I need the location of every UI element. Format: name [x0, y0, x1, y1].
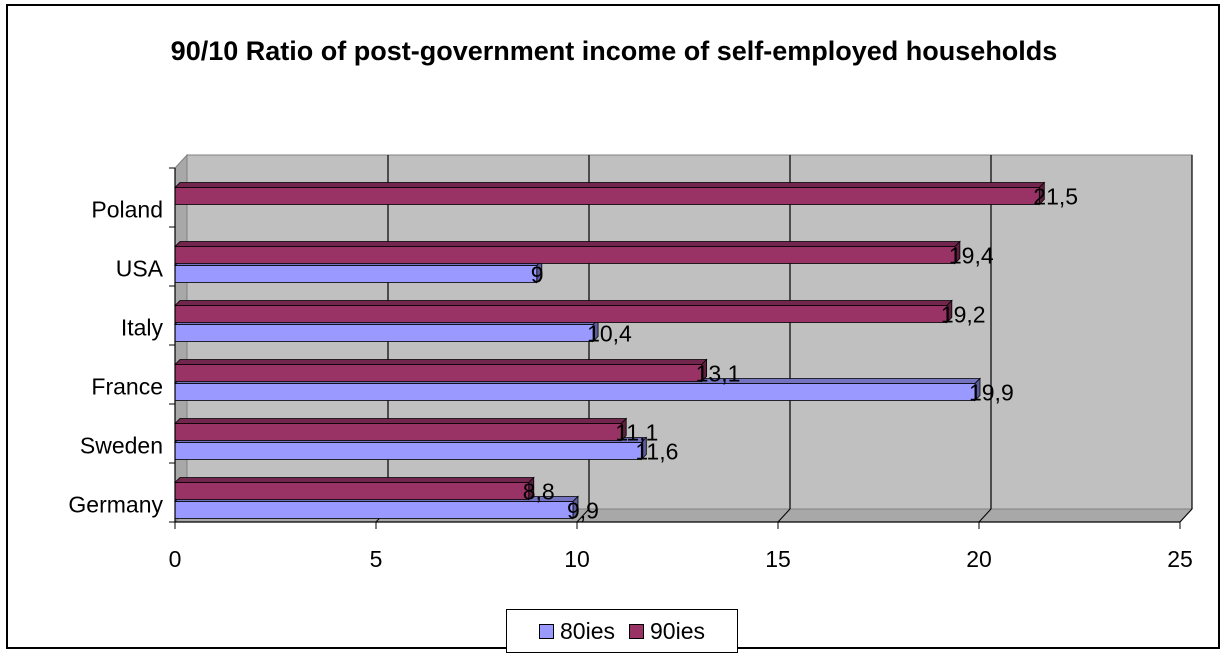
data-label: 19,2	[941, 302, 986, 328]
legend-swatch	[539, 623, 555, 639]
data-label: 19,9	[969, 380, 1014, 406]
bar	[174, 246, 956, 264]
floor-grid-line	[978, 508, 992, 523]
data-label: 11,1	[615, 420, 658, 446]
category-label: Poland	[91, 197, 163, 223]
bar	[174, 482, 530, 500]
bar	[174, 364, 703, 382]
data-label: 11,6	[635, 439, 678, 465]
data-label: 10,4	[587, 321, 632, 347]
data-label: 13,1	[696, 361, 741, 387]
x-tick-label: 15	[765, 546, 791, 572]
bar-top	[174, 241, 961, 247]
bar	[174, 324, 594, 342]
bar	[174, 187, 1040, 205]
x-tick-label: 5	[370, 546, 383, 572]
chart-title: 90/10 Ratio of post-government income of…	[170, 36, 1058, 66]
axes: 0 5 10 15 20 25 Germany Sweden France Italy USA Pol…	[68, 167, 1193, 572]
data-labels: 9,9 8,8 11,611,1 19,9 13,1 10,4 19,2 9 19,4 21,5	[523, 184, 1078, 524]
x-tick-label: 25	[1167, 546, 1193, 572]
bar	[174, 423, 622, 441]
bars	[174, 181, 1046, 520]
floor-grid-line	[777, 508, 791, 523]
floor-grid-line	[576, 508, 590, 523]
data-label: 8,8	[523, 479, 555, 505]
bar-top	[174, 359, 708, 365]
data-label: 9	[531, 262, 544, 288]
x-tick-label: 20	[966, 546, 992, 572]
category-label: Germany	[68, 492, 163, 518]
bar-top	[174, 477, 535, 483]
legend-item-80ies: 80ies	[539, 618, 615, 645]
category-label: Italy	[121, 315, 164, 341]
bar	[174, 442, 642, 460]
category-label: France	[91, 374, 163, 400]
bar-top	[174, 300, 953, 306]
data-label: 21,5	[1033, 184, 1078, 210]
x-tick-label: 10	[564, 546, 590, 572]
data-label: 19,4	[949, 243, 994, 269]
legend-swatch	[629, 623, 644, 639]
bar-top	[174, 418, 628, 424]
category-label: USA	[116, 256, 164, 282]
bar-top	[174, 182, 1046, 188]
data-label: 9,9	[567, 498, 599, 524]
bar	[174, 383, 976, 401]
legend-item-90ies: 90ies	[629, 618, 705, 645]
bar	[174, 305, 948, 323]
legend-label: 90ies	[650, 617, 705, 644]
x-tick-label: 0	[169, 546, 182, 572]
legend-label: 80ies	[560, 617, 615, 644]
legend: 80ies 90ies	[506, 609, 738, 653]
floor-grid-line	[1179, 508, 1193, 523]
bar	[174, 265, 538, 283]
bar	[174, 501, 574, 519]
category-label: Sweden	[80, 433, 163, 459]
